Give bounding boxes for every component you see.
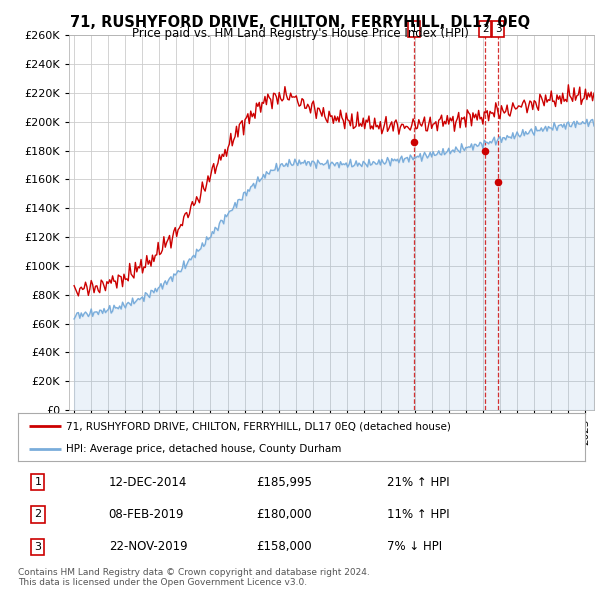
Text: £158,000: £158,000 [256,540,312,553]
Text: 1: 1 [411,24,418,34]
Text: 3: 3 [495,24,502,34]
Text: 12-DEC-2014: 12-DEC-2014 [109,476,187,489]
Text: 08-FEB-2019: 08-FEB-2019 [109,508,184,521]
Text: Price paid vs. HM Land Registry's House Price Index (HPI): Price paid vs. HM Land Registry's House … [131,27,469,40]
Text: 11% ↑ HPI: 11% ↑ HPI [386,508,449,521]
Text: £180,000: £180,000 [256,508,312,521]
Text: 71, RUSHYFORD DRIVE, CHILTON, FERRYHILL, DL17 0EQ: 71, RUSHYFORD DRIVE, CHILTON, FERRYHILL,… [70,15,530,30]
Text: 1: 1 [34,477,41,487]
Text: HPI: Average price, detached house, County Durham: HPI: Average price, detached house, Coun… [66,444,341,454]
Text: 2: 2 [482,24,488,34]
Text: 71, RUSHYFORD DRIVE, CHILTON, FERRYHILL, DL17 0EQ (detached house): 71, RUSHYFORD DRIVE, CHILTON, FERRYHILL,… [66,421,451,431]
Text: 2: 2 [34,510,41,519]
Point [410,137,419,147]
Text: 21% ↑ HPI: 21% ↑ HPI [386,476,449,489]
Text: 3: 3 [34,542,41,552]
Text: Contains HM Land Registry data © Crown copyright and database right 2024.
This d: Contains HM Land Registry data © Crown c… [18,568,370,587]
Text: 7% ↓ HPI: 7% ↓ HPI [386,540,442,553]
Text: 22-NOV-2019: 22-NOV-2019 [109,540,187,553]
Text: £185,995: £185,995 [256,476,312,489]
Point [481,146,490,155]
Point [493,178,503,187]
